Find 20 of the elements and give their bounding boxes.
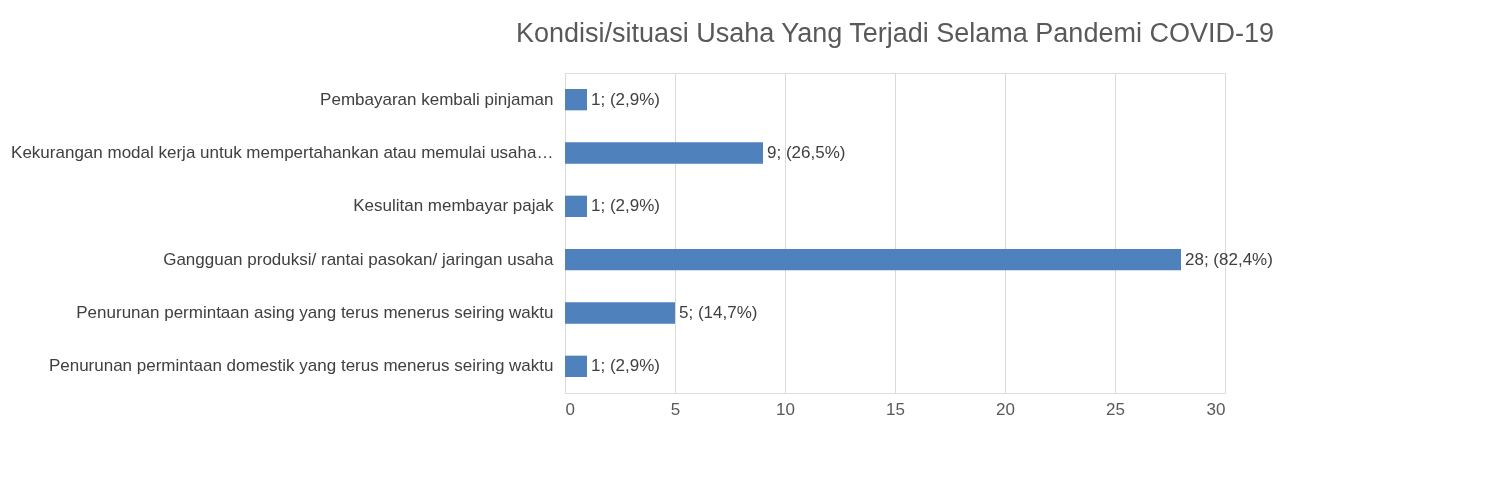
data-label: 9; (26,5%) bbox=[767, 143, 846, 162]
data-label: 1; (2,9%) bbox=[591, 196, 660, 216]
y-tick-label: Penurunan permintaan asing yang terus menerus seiring waktu bbox=[76, 303, 554, 322]
y-tick-label: Kesulitan membayar pajak bbox=[353, 196, 554, 216]
x-tick-label: 30 bbox=[1206, 399, 1226, 419]
data-label: 1; (2,9%) bbox=[591, 356, 660, 376]
data-label: 28; (82,4%) bbox=[1185, 249, 1273, 269]
x-tick-label: 25 bbox=[1106, 399, 1125, 419]
x-tick-label: 5 bbox=[670, 399, 681, 419]
y-tick-label: Pembayaran kembali pinjaman bbox=[320, 89, 554, 109]
data-label: 5; (14,7%) bbox=[679, 303, 758, 322]
x-tick-label: 10 bbox=[776, 399, 795, 419]
y-tick-label: Penurunan permintaan domestik yang terus menerus seiring waktu bbox=[48, 356, 554, 376]
x-tick-label: 20 bbox=[996, 399, 1015, 419]
data-label: 1; (2,9%) bbox=[591, 89, 660, 109]
x-tick-label: 15 bbox=[886, 399, 905, 419]
y-tick-label: Gangguan produksi/ rantai pasokan/ jaringan usaha bbox=[163, 249, 555, 269]
x-tick-label: 0 bbox=[565, 399, 575, 419]
y-tick-label: Kekurangan modal kerja untuk mempertahankan atau memulai usaha… bbox=[11, 143, 554, 162]
chart-title: Kondisi/situasi Usaha Yang Terjadi Selama Pandemi COVID-19 bbox=[516, 18, 1274, 48]
